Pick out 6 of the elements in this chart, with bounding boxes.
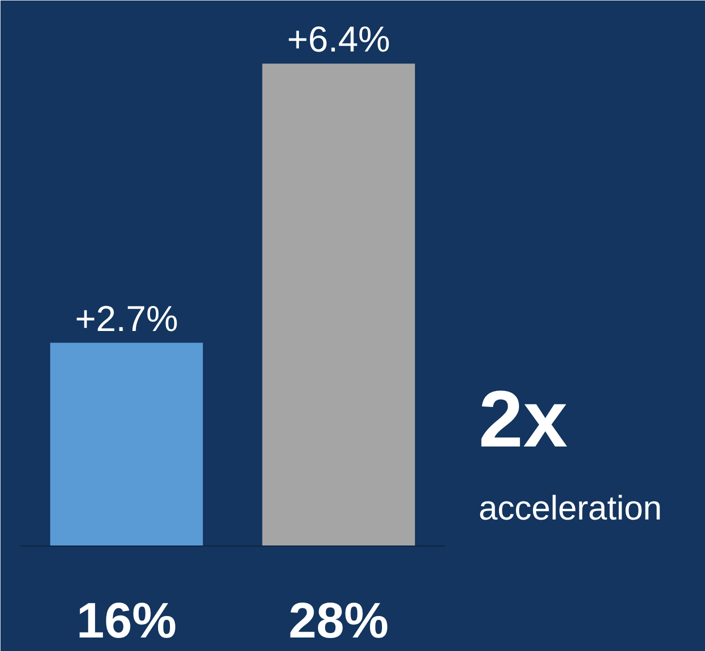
- x-tick-label: 16%: [76, 592, 177, 648]
- text: 2x: [478, 374, 568, 464]
- data-label: +6.4%: [287, 18, 390, 60]
- x-tick-label: 28%: [288, 592, 389, 648]
- data-label: +2.7%: [75, 298, 178, 339]
- text: acceleration: [478, 490, 662, 528]
